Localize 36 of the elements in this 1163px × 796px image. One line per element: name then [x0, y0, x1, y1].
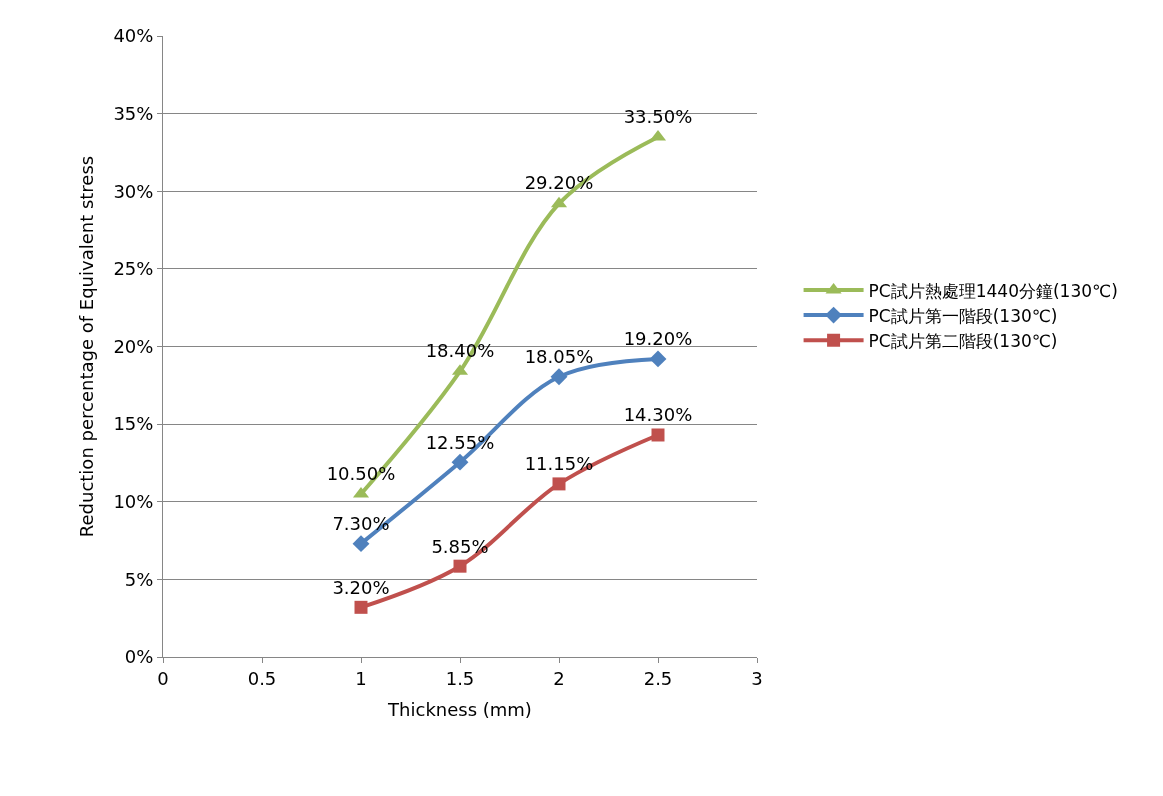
y-tick-label: 15% — [113, 413, 154, 435]
x-tick-label: 1.5 — [445, 667, 475, 689]
point — [354, 600, 368, 614]
x-axis-title: Thickness (mm) — [387, 698, 532, 720]
legend-label: PC試片第二階段(130℃) — [868, 330, 1058, 351]
x-tick-label: 2.5 — [643, 667, 673, 689]
y-tick-label: 5% — [124, 568, 154, 590]
x-tick-label: 0 — [157, 667, 169, 689]
x-tick-label: 1 — [355, 667, 367, 689]
y-tick-label: 0% — [124, 646, 154, 668]
data-label: 5.85% — [431, 535, 489, 557]
data-label: 33.50% — [623, 105, 693, 127]
x-tick-label: 0.5 — [247, 667, 277, 689]
point — [550, 368, 568, 386]
data-label: 14.30% — [623, 404, 693, 426]
point — [651, 428, 665, 442]
y-tick-label: 35% — [113, 102, 154, 124]
y-tick-label: 40% — [113, 25, 154, 47]
point — [552, 477, 566, 491]
data-label: 3.20% — [332, 576, 390, 598]
y-axis-title: Reduction percentage of Equivalent stress — [75, 155, 97, 538]
legend-label: PC試片熱處理1440分鐘(130℃) — [868, 280, 1118, 301]
point — [453, 559, 467, 573]
y-tick-label: 10% — [113, 491, 154, 513]
legend-label: PC試片第一階段(130℃) — [868, 305, 1058, 326]
point — [451, 453, 469, 471]
data-label: 11.15% — [524, 453, 594, 475]
y-tick-label: 30% — [113, 180, 154, 202]
x-tick-label: 3 — [751, 667, 763, 689]
point — [649, 350, 667, 368]
data-label: 18.05% — [524, 346, 594, 368]
data-label: 19.20% — [623, 328, 693, 350]
y-tick-label: 25% — [113, 258, 154, 280]
x-tick-label: 2 — [553, 667, 565, 689]
point — [352, 535, 370, 553]
y-tick-label: 20% — [113, 335, 154, 357]
